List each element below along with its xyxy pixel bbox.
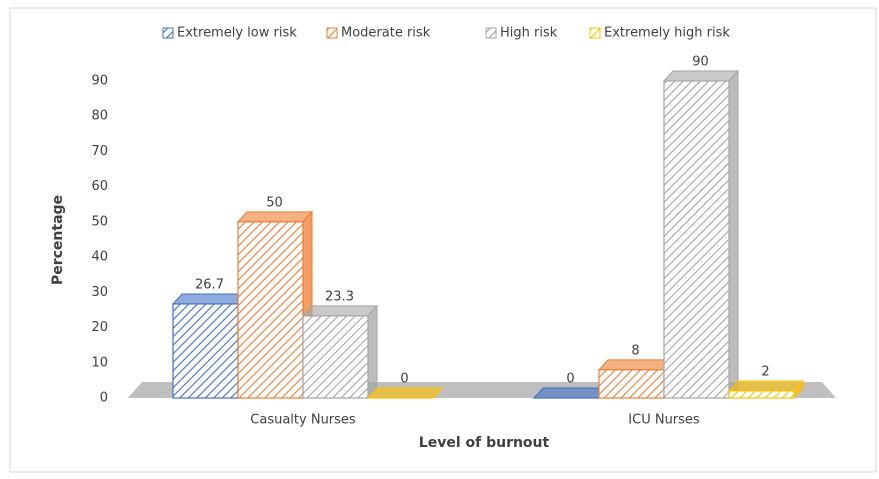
y-tick-label: 60 xyxy=(91,179,108,194)
bar xyxy=(237,221,304,399)
y-tick-label: 50 xyxy=(91,214,108,229)
bar-top xyxy=(597,359,675,371)
bar-top xyxy=(727,380,805,392)
data-label: 2 xyxy=(761,364,769,379)
y-tick-label: 80 xyxy=(91,109,108,124)
data-label: 50 xyxy=(266,195,283,210)
legend-label: Extremely high risk xyxy=(604,26,730,41)
legend-swatch xyxy=(162,27,174,39)
data-label: 23.3 xyxy=(325,289,354,304)
chart-frame xyxy=(9,7,877,473)
y-tick-label: 70 xyxy=(91,144,108,159)
data-label: 0 xyxy=(400,372,408,387)
x-axis-title: Level of burnout xyxy=(419,435,550,451)
bar-top xyxy=(662,70,740,82)
y-axis-title: Percentage xyxy=(50,195,66,285)
bar-top xyxy=(301,305,379,317)
bar-top xyxy=(171,293,249,305)
bar xyxy=(302,315,369,399)
bar xyxy=(728,390,795,399)
bar-top xyxy=(236,211,314,223)
bar-top xyxy=(366,387,444,399)
x-tick-label: ICU Nurses xyxy=(628,413,700,428)
bar xyxy=(598,369,665,399)
data-label: 90 xyxy=(692,55,709,70)
bar-top xyxy=(532,387,610,399)
legend-swatch xyxy=(589,27,601,39)
bar-side xyxy=(728,69,739,400)
bar xyxy=(663,80,730,399)
bar xyxy=(172,303,239,399)
y-tick-label: 90 xyxy=(91,74,108,89)
legend-swatch xyxy=(326,27,338,39)
data-label: 26.7 xyxy=(195,277,224,292)
legend-label: Moderate risk xyxy=(341,26,431,41)
y-tick-label: 30 xyxy=(91,285,108,300)
y-tick-label: 20 xyxy=(91,320,108,335)
data-label: 8 xyxy=(631,343,639,358)
legend-label: Extremely low risk xyxy=(177,26,297,41)
bar-side xyxy=(367,304,378,400)
legend-swatch xyxy=(485,27,497,39)
data-label: 0 xyxy=(566,372,574,387)
y-tick-label: 0 xyxy=(100,391,108,406)
y-tick-label: 40 xyxy=(91,250,108,265)
x-tick-label: Casualty Nurses xyxy=(250,413,356,428)
y-tick-label: 10 xyxy=(91,355,108,370)
legend-label: High risk xyxy=(500,26,558,41)
